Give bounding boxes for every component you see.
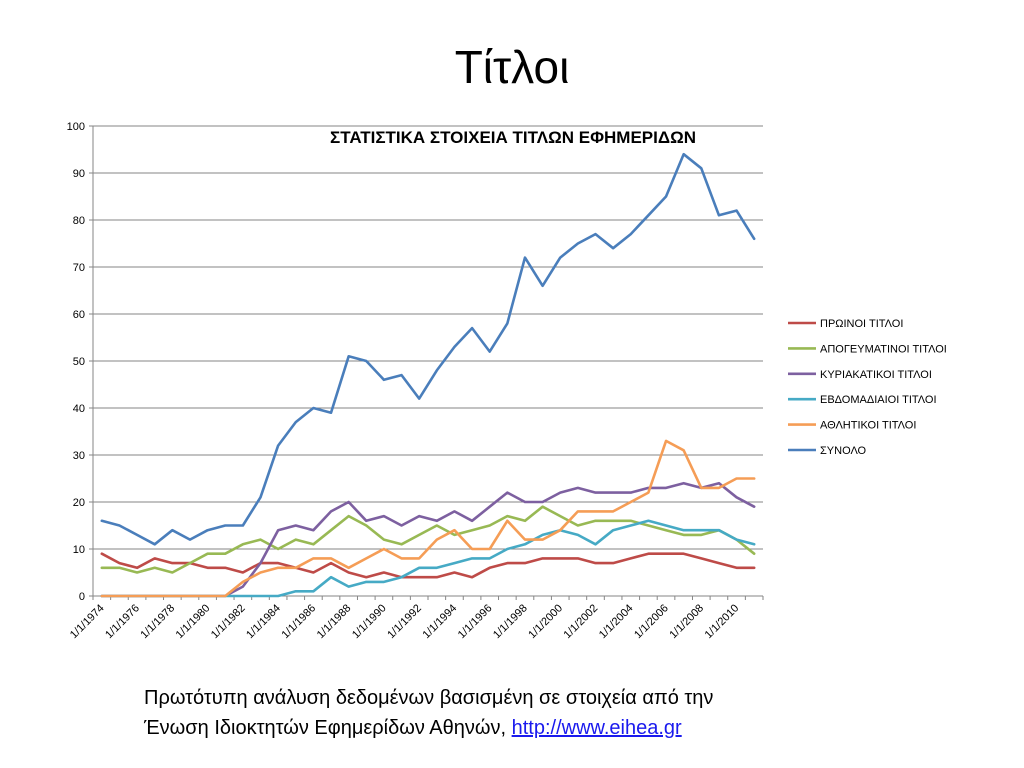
chart-title: ΣΤΑΤΙΣΤΙΚΑ ΣΤΟΙΧΕΙΑ ΤΙΤΛΩΝ ΕΦΗΜΕΡΙΔΩΝ	[330, 128, 696, 147]
y-tick-label: 20	[73, 497, 85, 509]
x-tick-label: 1/1/2008	[667, 602, 706, 641]
series-lines	[100, 152, 756, 598]
x-tick-label: 1/1/2006	[632, 602, 671, 641]
caption-line-1: Πρωτότυπη ανάλυση δεδομένων βασισμένη σε…	[144, 687, 714, 709]
series-line	[100, 552, 756, 579]
x-tick-label: 1/1/1980	[174, 602, 213, 641]
x-tick-label: 1/1/1986	[279, 602, 318, 641]
line-chart: ΣΤΑΤΙΣΤΙΚΑ ΣΤΟΙΧΕΙΑ ΤΙΤΛΩΝ ΕΦΗΜΕΡΙΔΩΝ 01…	[67, 121, 947, 641]
y-tick-label: 50	[73, 356, 85, 368]
y-tick-label: 30	[73, 450, 85, 462]
legend-label: ΕΒΔΟΜΑΔΙΑΙΟΙ ΤΙΤΛΟΙ	[820, 394, 937, 406]
legend-label: ΑΠΟΓΕΥΜΑΤΙΝΟΙ ΤΙΤΛΟΙ	[820, 343, 947, 355]
series-line	[100, 505, 756, 574]
y-tick-label: 0	[79, 591, 85, 603]
y-tick-label: 60	[73, 309, 85, 321]
x-tick-label: 1/1/1990	[350, 602, 389, 641]
x-tick-label: 1/1/1988	[315, 602, 354, 641]
caption-line-2: Ένωση Ιδιοκτητών Εφημερίδων Αθηνών, http…	[144, 713, 904, 743]
y-axis-ticks: 0 10 20 30 40 50 60 70 80 90 100	[67, 121, 93, 603]
x-tick-label: 1/1/2010	[703, 602, 742, 641]
x-axis-ticks: 1/1/19741/1/19761/1/19781/1/19801/1/1982…	[68, 596, 764, 641]
legend-label: ΚΥΡΙΑΚΑΤΙΚΟΙ ΤΙΤΛΟΙ	[820, 369, 932, 381]
x-tick-label: 1/1/1996	[456, 602, 495, 641]
x-tick-label: 1/1/1998	[491, 602, 530, 641]
x-tick-label: 1/1/1992	[385, 602, 424, 641]
legend-label: ΠΡΩΙΝΟΙ ΤΙΤΛΟΙ	[820, 318, 903, 330]
legend: ΠΡΩΙΝΟΙ ΤΙΤΛΟΙ ΑΠΟΓΕΥΜΑΤΙΝΟΙ ΤΙΤΛΟΙ ΚΥΡΙΑΚ…	[788, 318, 947, 457]
y-tick-label: 10	[73, 544, 85, 556]
x-tick-label: 1/1/1994	[421, 602, 460, 641]
series-line	[100, 481, 756, 598]
legend-label: ΣΥΝΟΛΟ	[820, 445, 867, 457]
y-tick-label: 90	[73, 168, 85, 180]
x-tick-label: 1/1/1984	[244, 602, 283, 641]
x-tick-label: 1/1/1982	[209, 602, 248, 641]
x-tick-label: 1/1/2002	[562, 602, 601, 641]
x-tick-label: 1/1/1976	[103, 602, 142, 641]
caption-line-2-text: Ένωση Ιδιοκτητών Εφημερίδων Αθηνών,	[144, 717, 512, 739]
x-tick-label: 1/1/1974	[68, 602, 107, 641]
legend-label: ΑΘΛΗΤΙΚΟΙ ΤΙΤΛΟΙ	[820, 420, 916, 432]
slide-title: Τίτλοι	[454, 41, 570, 93]
x-tick-label: 1/1/2004	[597, 602, 636, 641]
x-tick-label: 1/1/2000	[526, 602, 565, 641]
y-tick-label: 80	[73, 215, 85, 227]
y-tick-label: 100	[67, 121, 85, 133]
x-tick-label: 1/1/1978	[138, 602, 177, 641]
source-caption: Πρωτότυπη ανάλυση δεδομένων βασισμένη σε…	[144, 683, 904, 743]
y-tick-label: 40	[73, 403, 85, 415]
source-link[interactable]: http://www.eihea.gr	[511, 717, 682, 739]
y-tick-label: 70	[73, 262, 85, 274]
series-line	[100, 439, 756, 598]
series-line	[100, 152, 756, 546]
